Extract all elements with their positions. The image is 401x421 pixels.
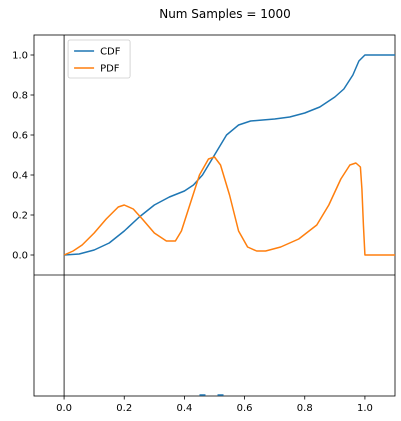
y-tick-label: 1.0 — [12, 51, 28, 62]
x-tick-label: 0.2 — [116, 403, 132, 414]
y-tick-label: 0.0 — [12, 251, 28, 262]
x-tick-label: 0.0 — [56, 403, 72, 414]
x-tick-label: 0.6 — [237, 403, 253, 414]
legend: CDF PDF — [67, 39, 131, 79]
axes-frame — [33, 34, 396, 397]
x-tick-label: 1.0 — [357, 403, 373, 414]
axes-box — [33, 34, 396, 397]
y-tick-label: 0.4 — [12, 171, 28, 182]
y-tick-label: 0.6 — [12, 131, 28, 142]
series-layer — [63, 54, 395, 396]
y-tick-label: 0.8 — [12, 91, 28, 102]
x-tick-label: 0.4 — [176, 403, 192, 414]
spines — [34, 35, 395, 396]
figure-title: Num Samples = 1000 — [159, 7, 291, 21]
legend-box — [67, 39, 131, 79]
x-tick-label: 0.8 — [297, 403, 313, 414]
legend-label-cdf: CDF — [100, 47, 121, 58]
legend-label-pdf: PDF — [100, 64, 120, 75]
ticks: 0.0 0.2 0.4 0.6 0.8 1.0 0.0 0.2 0.4 0.6 0.8 1.0 — [12, 51, 373, 415]
y-tick-label: 0.2 — [12, 211, 28, 222]
series-cdf-line — [64, 54, 395, 256]
series-pdf-line — [63, 156, 395, 256]
